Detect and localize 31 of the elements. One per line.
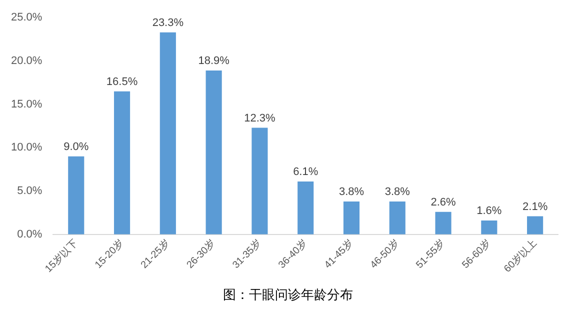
bar: [298, 182, 314, 234]
data-label: 3.8%: [384, 186, 410, 198]
y-tick-label: 20.0%: [10, 55, 42, 67]
data-label: 2.1%: [522, 200, 548, 213]
data-label: 6.1%: [293, 166, 318, 178]
bar: [68, 156, 84, 234]
bar: [160, 32, 176, 234]
y-tick-label: 25.0%: [10, 12, 42, 24]
y-tick-label: 15.0%: [10, 98, 42, 110]
data-label: 2.6%: [430, 196, 456, 208]
text: 图：干眼问诊年龄分布: [222, 286, 354, 304]
bar: [435, 212, 452, 234]
y-tick-label: 5.0%: [17, 185, 42, 198]
bar: [481, 220, 498, 234]
bar: [252, 128, 268, 234]
data-label: 9.0%: [64, 140, 89, 153]
data-label: 1.6%: [476, 205, 502, 218]
y-tick-label: 10.0%: [10, 142, 42, 154]
data-label: 16.5%: [106, 76, 138, 88]
x-tick-label: 15岁以下: [42, 237, 80, 275]
data-label: 23.3%: [152, 16, 184, 29]
bar: [389, 201, 406, 234]
bar: [206, 70, 222, 234]
bar: [343, 201, 360, 234]
bar: [114, 91, 130, 234]
y-tick-label: 0.0%: [17, 228, 42, 240]
data-label: 18.9%: [198, 55, 230, 68]
data-label: 12.3%: [244, 112, 276, 124]
bar: [527, 216, 544, 234]
data-label: 3.8%: [338, 186, 364, 198]
x-tick-label: 60岁以上: [502, 237, 540, 275]
